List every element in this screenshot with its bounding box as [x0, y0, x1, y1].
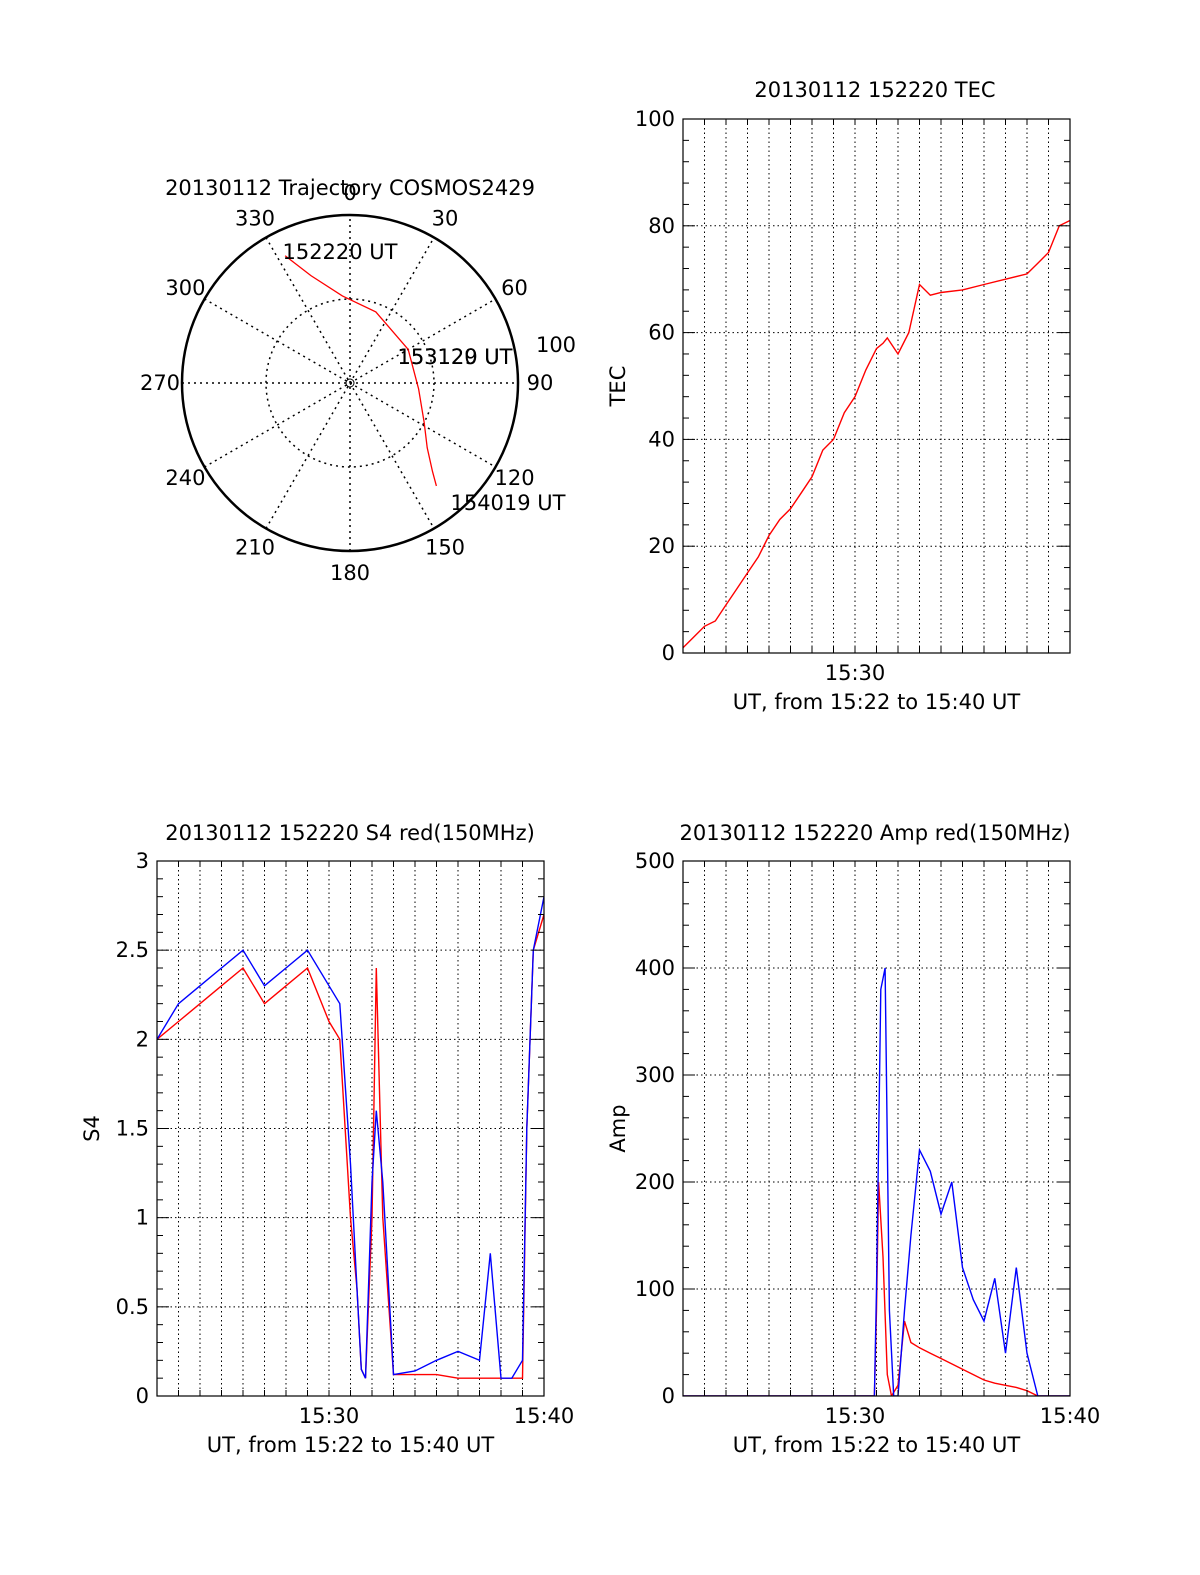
x-tick-label: 15:30: [299, 1404, 360, 1428]
y-tick-label: 1.5: [116, 1117, 149, 1141]
polar-angle-label: 60: [501, 276, 528, 300]
tec-line-chart: 20130112 152220 TEC 0 20 40 60 80 100 15:30 UT,…: [606, 78, 1071, 714]
trajectory-annotation: 153120 UT: [397, 345, 512, 369]
trajectory-polar-plot: 20130112 Trajectory COSMOS2429 0 30 60 90 12…: [140, 176, 576, 585]
polar-angle-label: 120: [494, 466, 534, 490]
y-tick-label: 0.5: [116, 1295, 149, 1319]
chart-title: 20130112 Trajectory COSMOS2429: [165, 176, 535, 200]
y-tick-label: 0: [662, 641, 675, 665]
x-tick-label: 15:30: [825, 1404, 886, 1428]
polar-angle-label: 180: [330, 561, 370, 585]
y-tick-label: 2: [136, 1027, 149, 1051]
y-tick-label: 100: [635, 107, 675, 131]
y-tick-label: 1: [136, 1206, 149, 1230]
trajectory-line: [284, 255, 438, 487]
polar-angle-label: 330: [235, 206, 275, 230]
polar-angle-label: 30: [432, 206, 459, 230]
y-tick-label: 300: [635, 1063, 675, 1087]
trajectory-annotation: 153129 UT: [397, 345, 512, 369]
polar-angle-label: 0: [343, 181, 356, 205]
polar-angle-label: 150: [425, 536, 465, 560]
polar-angle-label: 270: [140, 371, 180, 395]
chart-title: 20130112 152220 S4 red(150MHz): [165, 821, 535, 845]
x-tick-label: 15:40: [514, 1404, 575, 1428]
y-tick-label: 80: [648, 214, 675, 238]
red-series-line: [683, 219, 1070, 649]
y-tick-label: 0: [662, 1384, 675, 1408]
s4-line-chart: 20130112 152220 S4 red(150MHz) 0 0.5 1 1.5 2…: [80, 821, 574, 1457]
x-axis-label: UT, from 15:22 to 15:40 UT: [733, 690, 1021, 714]
y-tick-label: 60: [648, 321, 675, 345]
y-axis-label: TEC: [606, 366, 630, 408]
x-tick-label: 15:30: [825, 661, 886, 685]
y-tick-label: 400: [635, 956, 675, 980]
chart-title: 20130112 152220 Amp red(150MHz): [679, 821, 1070, 845]
polar-spoke: [265, 237, 435, 529]
blue-series-line: [157, 896, 544, 1379]
x-axis-label: UT, from 15:22 to 15:40 UT: [207, 1433, 495, 1457]
y-tick-label: 40: [648, 427, 675, 451]
y-tick-label: 500: [635, 849, 675, 873]
chart-title: 20130112 152220 TEC: [754, 78, 995, 102]
y-axis-label: Amp: [606, 1104, 630, 1152]
y-tick-label: 3: [136, 849, 149, 873]
y-tick-label: 20: [648, 534, 675, 558]
y-tick-label: 2.5: [116, 938, 149, 962]
polar-angle-label: 210: [235, 536, 275, 560]
y-axis-label: S4: [80, 1115, 104, 1142]
blue-series-line: [683, 967, 1070, 1396]
x-tick-label: 15:40: [1040, 1404, 1101, 1428]
trajectory-annotation: 154019 UT: [450, 491, 565, 515]
polar-angle-label: 90: [527, 371, 554, 395]
polar-angle-label: 240: [165, 466, 205, 490]
red-series-line: [157, 914, 544, 1379]
y-tick-label: 100: [635, 1277, 675, 1301]
trajectory-annotation: 152220 UT: [282, 240, 397, 264]
y-tick-label: 0: [136, 1384, 149, 1408]
polar-radius-label: 100: [536, 333, 576, 357]
amp-line-chart: 20130112 152220 Amp red(150MHz) 0 100 200 3…: [606, 821, 1100, 1457]
x-axis-label: UT, from 15:22 to 15:40 UT: [733, 1433, 1021, 1457]
y-tick-label: 200: [635, 1170, 675, 1194]
polar-angle-label: 300: [165, 276, 205, 300]
